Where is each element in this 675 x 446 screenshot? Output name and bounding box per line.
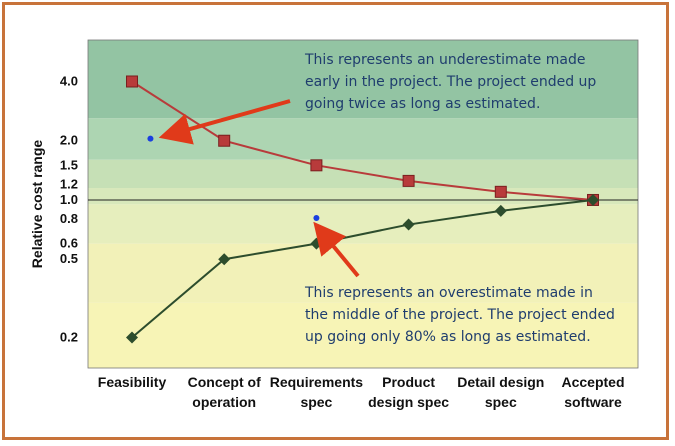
data-point-diamond [402,218,415,231]
x-tick-label: Concept of operation [188,374,261,410]
x-tick-label: Product design spec [368,374,449,410]
data-point-square [126,75,138,88]
estimate-point [313,214,320,221]
y-tick-label: 2.0 [60,133,78,148]
x-tick-label: Detail design spec [457,374,544,410]
annotation-text: This represents an overestimate made in t… [304,285,615,345]
data-point-diamond [218,253,231,266]
series-line-1 [131,198,594,339]
annotation-text: This represents an underestimate made ear… [304,52,596,112]
y-tick-label: 1.5 [60,157,78,172]
y-tick-label: 0.8 [60,211,78,226]
background-band [88,302,638,368]
data-point-diamond [494,204,507,217]
arrow-underestimate [158,99,291,145]
y-axis-label: Relative cost range [29,140,45,269]
data-point-square [218,134,231,147]
y-tick-label: 1.0 [60,192,78,207]
background-band [88,243,638,303]
background-band [88,204,638,244]
estimate-point [147,135,154,142]
background-band [88,118,638,160]
x-tick-label: Accepted software [561,374,624,410]
y-tick-label: 4.0 [60,73,78,88]
data-point-square [310,159,323,172]
y-tick-label: 0.2 [60,330,78,345]
arrow-overestimate [313,221,360,278]
data-point-diamond [126,331,138,344]
x-tick-label: Feasibility [98,374,167,390]
plot-border [87,39,639,369]
data-point-diamond [587,193,599,206]
x-tick-label: Requirements spec [270,374,364,410]
data-point-square [402,174,415,187]
data-point-square [494,185,507,198]
series-line-0 [131,80,594,201]
y-tick-label: 0.6 [60,236,78,251]
y-tick-label: 0.5 [60,251,78,266]
y-tick-label: 1.2 [60,176,78,191]
background-band [88,40,638,119]
